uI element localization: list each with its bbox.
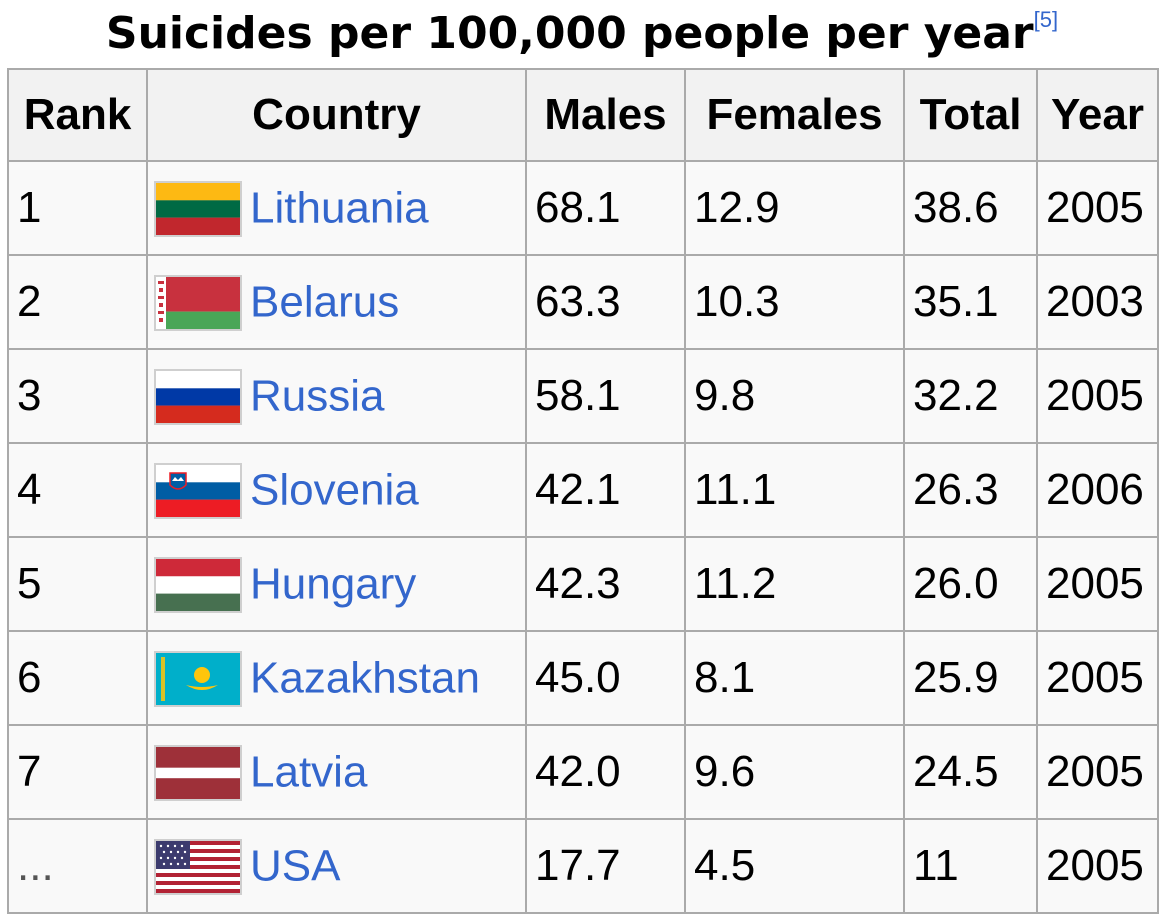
table-row: 6 Kazakhstan 45.0 8.1 25.9 2005: [7, 630, 1159, 726]
country-cell: Latvia: [146, 724, 527, 820]
header-rank[interactable]: Rank: [7, 68, 148, 162]
year-cell: 2003: [1036, 254, 1159, 350]
header-males[interactable]: Males: [525, 68, 686, 162]
females-cell: 9.6: [684, 724, 905, 820]
rank-cell: 4: [7, 442, 148, 538]
year-cell: 2005: [1036, 630, 1159, 726]
country-link[interactable]: Latvia: [250, 747, 368, 797]
rank-cell: 3: [7, 348, 148, 444]
year-cell: 2005: [1036, 160, 1159, 256]
rank-cell: 2: [7, 254, 148, 350]
year-cell: 2006: [1036, 442, 1159, 538]
total-cell: 26.0: [903, 536, 1038, 632]
females-cell: 12.9: [684, 160, 905, 256]
country-link[interactable]: Belarus: [250, 277, 400, 327]
caption-title: Suicides per 100,000 people per year: [105, 8, 1034, 59]
total-cell: 35.1: [903, 254, 1038, 350]
total-cell: 32.2: [903, 348, 1038, 444]
total-cell: 25.9: [903, 630, 1038, 726]
females-cell: 11.2: [684, 536, 905, 632]
males-cell: 63.3: [525, 254, 686, 350]
country-link[interactable]: Hungary: [250, 559, 417, 609]
table-row: 7 Latvia 42.0 9.6 24.5 2005: [7, 724, 1159, 820]
country-cell: Slovenia: [146, 442, 527, 538]
header-total[interactable]: Total: [903, 68, 1038, 162]
reference-link[interactable]: [5]: [1033, 7, 1059, 32]
country-link[interactable]: Kazakhstan: [250, 653, 480, 703]
country-cell: Lithuania: [146, 160, 527, 256]
males-cell: 42.1: [525, 442, 686, 538]
table-caption: Suicides per 100,000 people per year[5]: [0, 0, 1164, 68]
total-cell: 26.3: [903, 442, 1038, 538]
rank-cell: 7: [7, 724, 148, 820]
country-cell: Hungary: [146, 536, 527, 632]
country-link[interactable]: Slovenia: [250, 465, 419, 515]
table-row: 4 Slovenia 42.1 11.1 26.3 2006: [7, 442, 1159, 538]
females-cell: 8.1: [684, 630, 905, 726]
country-cell: Kazakhstan: [146, 630, 527, 726]
country-link[interactable]: USA: [250, 841, 341, 891]
usa-flag-icon[interactable]: [156, 840, 240, 893]
males-cell: 45.0: [525, 630, 686, 726]
table-row: ... USA 17.7 4.5 11 2005: [7, 818, 1159, 914]
header-row: Rank Country Males Females Total Year: [7, 68, 1159, 162]
year-cell: 2005: [1036, 818, 1159, 914]
year-cell: 2005: [1036, 724, 1159, 820]
table-row: 1 Lithuania 68.1 12.9 38.6 2005: [7, 160, 1159, 256]
females-cell: 9.8: [684, 348, 905, 444]
rank-cell: ...: [7, 818, 148, 914]
females-cell: 10.3: [684, 254, 905, 350]
country-link[interactable]: Lithuania: [250, 183, 429, 233]
header-females[interactable]: Females: [684, 68, 905, 162]
total-cell: 38.6: [903, 160, 1038, 256]
latvia-flag-icon[interactable]: [156, 746, 240, 799]
country-cell: USA: [146, 818, 527, 914]
hungary-flag-icon[interactable]: [156, 558, 240, 611]
rank-cell: 1: [7, 160, 148, 256]
males-cell: 42.0: [525, 724, 686, 820]
rank-cell: 5: [7, 536, 148, 632]
males-cell: 58.1: [525, 348, 686, 444]
russia-flag-icon[interactable]: [156, 370, 240, 423]
suicide-rate-table: Rank Country Males Females Total Year 1 …: [7, 68, 1159, 914]
lithuania-flag-icon[interactable]: [156, 182, 240, 235]
females-cell: 11.1: [684, 442, 905, 538]
rank-cell: 6: [7, 630, 148, 726]
country-link[interactable]: Russia: [250, 371, 385, 421]
males-cell: 42.3: [525, 536, 686, 632]
year-cell: 2005: [1036, 536, 1159, 632]
country-cell: Belarus: [146, 254, 527, 350]
table-row: 2 Belarus 63.3 10.3 35.1 2003: [7, 254, 1159, 350]
males-cell: 68.1: [525, 160, 686, 256]
header-year[interactable]: Year: [1036, 68, 1159, 162]
country-cell: Russia: [146, 348, 527, 444]
year-cell: 2005: [1036, 348, 1159, 444]
slovenia-flag-icon[interactable]: [156, 464, 240, 517]
header-country[interactable]: Country: [146, 68, 527, 162]
kazakhstan-flag-icon[interactable]: [156, 652, 240, 705]
males-cell: 17.7: [525, 818, 686, 914]
table-row: 3 Russia 58.1 9.8 32.2 2005: [7, 348, 1159, 444]
table-row: 5 Hungary 42.3 11.2 26.0 2005: [7, 536, 1159, 632]
total-cell: 11: [903, 818, 1038, 914]
total-cell: 24.5: [903, 724, 1038, 820]
belarus-flag-icon[interactable]: [156, 276, 240, 329]
females-cell: 4.5: [684, 818, 905, 914]
